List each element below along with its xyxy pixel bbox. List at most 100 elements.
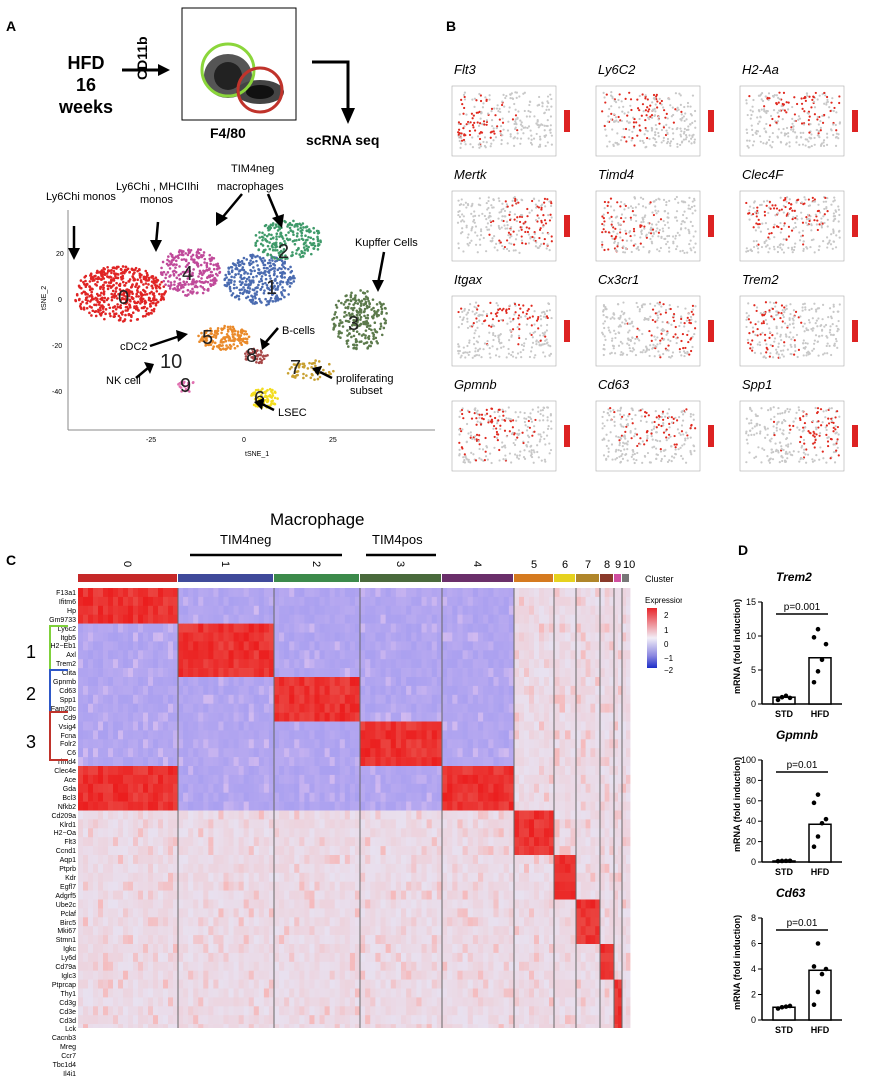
tsne-point	[129, 278, 132, 281]
cluster-bar	[554, 574, 575, 582]
tsne-point	[145, 310, 148, 313]
tsne-point	[272, 249, 275, 252]
tsne-point	[147, 283, 150, 286]
tsne-point	[212, 278, 215, 281]
tsne-point	[278, 235, 281, 238]
bar-chart-title: Cd63	[776, 886, 805, 900]
tsne-point	[131, 275, 134, 278]
tsne-point	[267, 245, 270, 248]
tsne-point	[120, 277, 123, 280]
tsne-point	[303, 246, 306, 249]
annot-tim4neg: TIM4neg	[231, 163, 274, 175]
tsne-point	[230, 281, 233, 284]
tsne-point	[146, 307, 149, 310]
tsne-point	[363, 315, 366, 318]
tsne-point	[349, 299, 352, 302]
tsne-point	[289, 229, 292, 232]
tsne-point	[366, 347, 369, 350]
tsne-point	[255, 260, 258, 263]
tsne-point	[287, 231, 290, 234]
tsne-point	[205, 268, 208, 271]
tsne-point	[368, 327, 371, 330]
tsne-point	[233, 287, 236, 290]
tsne-point	[367, 324, 370, 327]
tsne-point	[196, 286, 199, 289]
tsne-point	[357, 302, 360, 305]
tsne-point	[347, 345, 350, 348]
tsne-point	[208, 275, 211, 278]
tsne-point	[197, 335, 200, 338]
tsne-point	[233, 276, 236, 279]
tsne-point	[155, 290, 158, 293]
cluster-label: 1	[219, 561, 231, 567]
tsne-point	[296, 232, 299, 235]
tsne-point	[95, 277, 98, 280]
tsne-point	[312, 227, 315, 230]
tsne-point	[296, 225, 299, 228]
tsne-point	[336, 306, 339, 309]
tsne-point	[340, 332, 343, 335]
tsne-point	[280, 298, 283, 301]
tsne-point	[350, 292, 353, 295]
tim4pos-label: TIM4pos	[372, 532, 423, 547]
tsne-point	[78, 285, 81, 288]
tsne-point	[359, 324, 362, 327]
bar-chart-title: Trem2	[776, 570, 812, 584]
tsne-point	[318, 243, 321, 246]
tsne-point	[366, 297, 369, 300]
tsne-point	[217, 345, 220, 348]
tsne-point	[225, 344, 228, 347]
tsne-point	[178, 253, 181, 256]
tsne-point	[299, 227, 302, 230]
tsne-point	[283, 296, 286, 299]
tsne-point	[379, 327, 382, 330]
data-point	[824, 817, 829, 822]
feature-plot	[594, 294, 728, 374]
tsne-point	[272, 394, 275, 397]
tsne-point	[145, 276, 148, 279]
bar-tick-label: 15	[746, 597, 756, 607]
tsne-point	[231, 330, 234, 333]
feature-gene-label: Trem2	[742, 272, 779, 287]
heatmap-gene-label: Ifitm6	[22, 599, 76, 608]
tsne-point	[305, 229, 308, 232]
tsne-point	[268, 271, 271, 274]
tsne-point	[162, 280, 165, 283]
tsne-point	[271, 245, 274, 248]
tsne-point	[319, 241, 322, 244]
tsne-point	[251, 393, 254, 396]
tsne-point	[127, 268, 130, 271]
tsne-point	[202, 269, 205, 272]
tsne-point	[381, 308, 384, 311]
tsne-point	[122, 265, 125, 268]
tsne-point	[372, 298, 375, 301]
tsne-point	[211, 275, 214, 278]
tsne-point	[263, 267, 266, 270]
tsne-point	[221, 344, 224, 347]
cluster-label: 6	[562, 559, 568, 571]
cluster-number: 8	[246, 345, 257, 367]
annot-lsec: LSEC	[278, 407, 307, 419]
tsne-point	[381, 334, 384, 337]
tsne-point	[240, 288, 243, 291]
tsne-point	[222, 347, 225, 350]
heatmap-gene-label: Lck	[22, 1026, 76, 1035]
tsne-point	[210, 258, 213, 261]
data-point	[780, 859, 785, 864]
tsne-point	[347, 306, 350, 309]
tsne-point	[255, 234, 258, 237]
tsne-point	[259, 354, 262, 357]
cluster-label: 7	[585, 559, 591, 571]
tsne-point	[182, 254, 185, 257]
tsne-point	[231, 333, 234, 336]
tsne-point	[314, 365, 317, 368]
tsne-point	[118, 319, 121, 322]
tsne-point	[284, 267, 287, 270]
tsne-point	[229, 344, 232, 347]
tsne-point	[230, 276, 233, 279]
tsne-point	[256, 240, 259, 243]
tsne-point	[254, 301, 257, 304]
cluster-label: 4	[471, 561, 483, 567]
tsne-point	[191, 258, 194, 261]
tsne-point	[237, 330, 240, 333]
